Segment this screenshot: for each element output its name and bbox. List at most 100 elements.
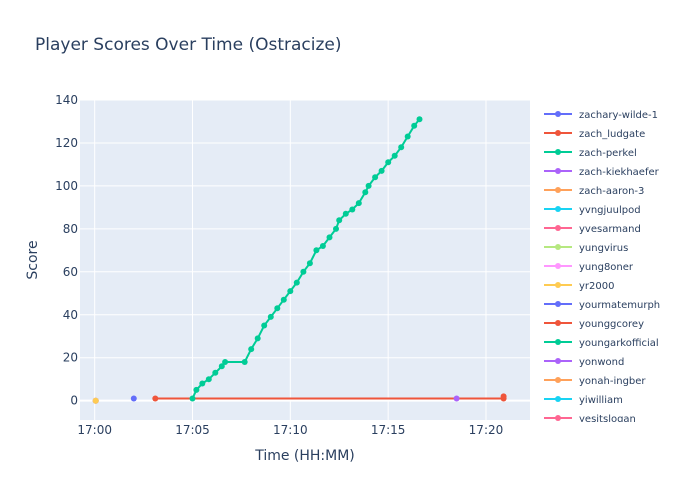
legend-item-yourmatemurph[interactable]: yourmatemurph xyxy=(544,300,660,311)
x-gridlines xyxy=(94,100,487,420)
y-tick-labels: 0 20 40 60 80 100 120 140 xyxy=(55,93,78,408)
data-point xyxy=(313,247,320,254)
legend-marker xyxy=(555,377,561,383)
chart-title: Player Scores Over Time (Ostracize) xyxy=(35,35,342,55)
legend-marker xyxy=(555,282,561,288)
legend-item-zach-aaron-3[interactable]: zach-aaron-3 xyxy=(544,186,644,197)
data-point xyxy=(293,279,300,286)
y-tick-label: 80 xyxy=(63,222,78,236)
data-point xyxy=(92,397,99,404)
data-point xyxy=(280,296,287,303)
legend-label: yvesarmand xyxy=(579,224,641,235)
legend-item-zach-kiekhaefer[interactable]: zach-kiekhaefer xyxy=(544,167,660,178)
legend-label: yonah-ingber xyxy=(579,376,646,387)
legend-marker xyxy=(555,187,561,193)
legend-marker xyxy=(555,396,561,402)
data-point xyxy=(365,182,372,189)
series-zachary-wilde-1 xyxy=(130,395,137,402)
y-tick-label: 0 xyxy=(70,394,78,408)
x-tick-label: 17:15 xyxy=(371,423,406,437)
legend-label: yonwond xyxy=(579,357,624,368)
x-tick-labels: 17:00 17:05 17:10 17:15 17:20 xyxy=(77,423,503,437)
x-tick-label: 17:10 xyxy=(273,423,308,437)
y-tick-label: 140 xyxy=(55,93,78,107)
data-point xyxy=(212,369,219,376)
legend-item-yungvirus[interactable]: yungvirus xyxy=(544,243,628,254)
x-tick-label: 17:05 xyxy=(175,423,210,437)
data-point xyxy=(355,200,362,207)
legend-marker xyxy=(555,339,561,345)
data-point xyxy=(287,288,294,295)
legend-marker xyxy=(555,263,561,269)
legend-item-yvngjuulpod[interactable]: yvngjuulpod xyxy=(544,205,641,216)
x-tick-label: 17:00 xyxy=(77,423,112,437)
legend-marker xyxy=(555,244,561,250)
legend-marker xyxy=(555,149,561,155)
legend-label: yiwilliam xyxy=(579,395,623,406)
data-point xyxy=(189,395,196,402)
legend-item-yung8oner[interactable]: yung8oner xyxy=(544,262,634,273)
data-point xyxy=(300,268,307,275)
data-point xyxy=(193,386,200,393)
series-yr2000 xyxy=(92,397,99,404)
legend-marker xyxy=(555,130,561,136)
data-point xyxy=(267,313,274,320)
legend-marker xyxy=(555,168,561,174)
data-point xyxy=(362,189,369,196)
data-point xyxy=(326,234,333,241)
legend-label: yung8oner xyxy=(579,262,634,273)
data-point xyxy=(261,322,268,329)
legend-label: yesitslogan xyxy=(579,414,636,425)
y-tick-label: 120 xyxy=(55,136,78,150)
data-point xyxy=(241,359,248,365)
legend-label: yvngjuulpod xyxy=(579,205,641,216)
data-point xyxy=(372,174,379,181)
plot-area xyxy=(80,100,530,420)
legend-item-youngarkofficial[interactable]: youngarkofficial xyxy=(544,338,659,349)
data-point xyxy=(333,225,339,232)
data-point xyxy=(500,393,507,400)
legend-item-zachary-wilde-1[interactable]: zachary-wilde-1 xyxy=(544,110,658,121)
legend-item-zach_ludgate[interactable]: zach_ludgate xyxy=(544,129,645,140)
x-tick-label: 17:20 xyxy=(469,423,504,437)
legend-label: zach-perkel xyxy=(579,148,637,159)
series-zach-perkel xyxy=(189,116,423,402)
legend-item-younggcorey[interactable]: younggcorey xyxy=(544,319,644,330)
data-point xyxy=(254,335,261,342)
legend-label: youngarkofficial xyxy=(579,338,659,349)
legend-marker xyxy=(555,320,561,326)
data-point xyxy=(319,243,326,249)
legend[interactable]: zachary-wilde-1 zach_ludgate zach-perkel za… xyxy=(544,110,660,425)
data-point xyxy=(398,144,405,151)
series-layer xyxy=(92,116,507,404)
data-point xyxy=(385,159,392,166)
legend-item-yiwilliam[interactable]: yiwilliam xyxy=(544,395,623,406)
legend-label: yr2000 xyxy=(579,281,614,292)
legend-label: zach-aaron-3 xyxy=(579,186,644,197)
data-point xyxy=(378,167,385,174)
data-point xyxy=(218,363,225,370)
y-tick-label: 60 xyxy=(63,265,78,279)
legend-label: yungvirus xyxy=(579,243,628,254)
data-point xyxy=(152,395,159,402)
legend-marker xyxy=(555,301,561,307)
legend-item-yonwond[interactable]: yonwond xyxy=(544,357,624,368)
legend-marker xyxy=(555,358,561,364)
data-point xyxy=(391,152,398,159)
legend-label: zach_ludgate xyxy=(579,129,645,140)
legend-marker xyxy=(555,111,561,117)
legend-item-yvesarmand[interactable]: yvesarmand xyxy=(544,224,641,235)
series-zach_ludgate xyxy=(152,393,507,402)
y-axis-title: Score xyxy=(25,240,41,279)
data-point xyxy=(411,122,418,129)
legend-marker xyxy=(555,415,561,421)
legend-item-zach-perkel[interactable]: zach-perkel xyxy=(544,148,637,159)
y-tick-label: 100 xyxy=(55,179,78,193)
legend-item-yr2000[interactable]: yr2000 xyxy=(544,281,614,292)
legend-item-yonah-ingber[interactable]: yonah-ingber xyxy=(544,376,646,387)
data-point xyxy=(130,395,137,402)
data-point xyxy=(248,346,255,353)
legend-item-yesitslogan[interactable]: yesitslogan xyxy=(544,414,636,425)
